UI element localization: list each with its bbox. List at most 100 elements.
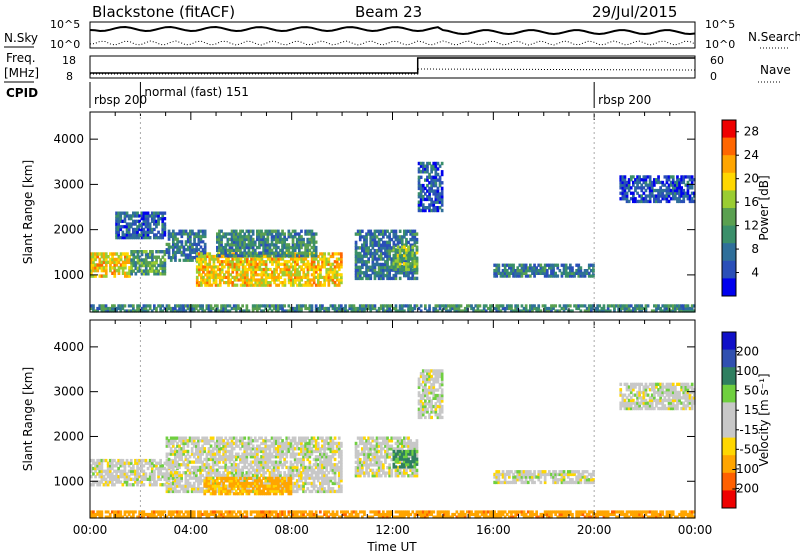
data-cell: [436, 206, 440, 210]
data-cell: [358, 265, 362, 269]
data-cell: [497, 309, 501, 313]
data-cell: [281, 447, 284, 451]
data-cell: [258, 240, 261, 244]
data-cell: [125, 233, 129, 237]
data-cell: [692, 199, 696, 204]
data-cell: [155, 480, 158, 484]
data-cell: [94, 461, 97, 465]
data-cell: [321, 455, 324, 459]
data-cell: [503, 274, 507, 278]
data-cell: [342, 306, 345, 311]
data-cell: [274, 254, 278, 258]
data-cell: [130, 272, 133, 276]
data-cell: [234, 455, 238, 459]
data-cell: [243, 463, 247, 467]
data-cell: [384, 254, 387, 258]
data-cell: [317, 265, 320, 269]
data-cell: [209, 436, 213, 440]
data-cell: [90, 475, 93, 479]
data-cell: [195, 283, 199, 287]
data-cell: [409, 253, 412, 258]
data-cell: [274, 439, 278, 443]
data-cell: [136, 227, 139, 232]
data-cell: [390, 237, 394, 242]
data-cell: [298, 283, 301, 287]
data-cell: [178, 436, 181, 440]
data-cell: [121, 230, 125, 234]
data-cell: [632, 309, 635, 313]
data-cell: [270, 468, 274, 472]
data-cell: [327, 270, 331, 274]
data-cell: [306, 267, 310, 272]
data-cell: [304, 449, 307, 454]
data-cell: [592, 266, 595, 270]
data-cell: [245, 237, 249, 242]
data-cell: [676, 191, 679, 195]
data-cell: [524, 304, 528, 308]
data-cell: [232, 243, 236, 247]
data-cell: [323, 257, 326, 261]
data-cell: [258, 257, 262, 261]
data-cell: [212, 260, 216, 264]
data-cell: [264, 452, 268, 456]
data-cell: [192, 489, 196, 494]
data-cell: [125, 230, 129, 234]
data-cell: [686, 197, 690, 201]
data-cell: [142, 469, 146, 473]
data-cell: [165, 444, 169, 448]
data-cell: [453, 304, 457, 308]
data-cell: [430, 167, 433, 171]
data-cell: [256, 463, 259, 467]
data-cell: [365, 273, 368, 278]
data-cell: [384, 251, 387, 256]
data-cell: [373, 273, 377, 278]
data-cell: [407, 271, 410, 275]
data-cell: [146, 219, 150, 223]
data-cell: [407, 304, 410, 308]
data-cell: [354, 257, 358, 261]
data-cell: [302, 251, 305, 255]
data-cell: [413, 264, 417, 269]
data-cell: [636, 199, 639, 204]
data-cell: [667, 306, 671, 311]
data-cell: [653, 194, 656, 198]
data-cell: [329, 436, 333, 440]
data-cell: [171, 306, 175, 311]
data-cell: [398, 240, 402, 245]
data-cell: [232, 254, 236, 258]
data-cell: [277, 439, 280, 443]
data-cell: [295, 473, 299, 478]
data-cell: [197, 436, 200, 440]
data-cell: [264, 283, 268, 287]
data-cell: [325, 452, 328, 456]
data-cell: [237, 243, 240, 247]
data-cell: [409, 304, 412, 308]
data-cell: [398, 267, 402, 271]
data-cell: [197, 441, 200, 446]
data-cell: [396, 256, 400, 260]
data-cell: [472, 306, 475, 311]
data-cell: [308, 243, 312, 247]
data-cell: [111, 304, 114, 308]
data-cell: [541, 304, 545, 308]
data-cell: [211, 460, 215, 464]
data-cell: [264, 449, 268, 454]
data-cell: [270, 463, 274, 467]
data-cell: [294, 273, 297, 277]
data-cell: [333, 449, 337, 454]
data-cell: [277, 237, 280, 242]
data-cell: [121, 458, 125, 463]
data-cell: [560, 263, 564, 267]
data-cell: [234, 309, 238, 313]
data-cell: [335, 262, 339, 266]
data-cell: [682, 199, 686, 204]
data-cell: [121, 469, 125, 473]
data-cell: [246, 281, 249, 285]
data-cell: [392, 262, 396, 266]
data-cell: [260, 463, 263, 467]
data-cell: [266, 267, 270, 272]
data-cell: [409, 271, 412, 275]
data-cell: [220, 304, 223, 308]
data-cell: [440, 208, 444, 213]
data-cell: [197, 489, 200, 494]
